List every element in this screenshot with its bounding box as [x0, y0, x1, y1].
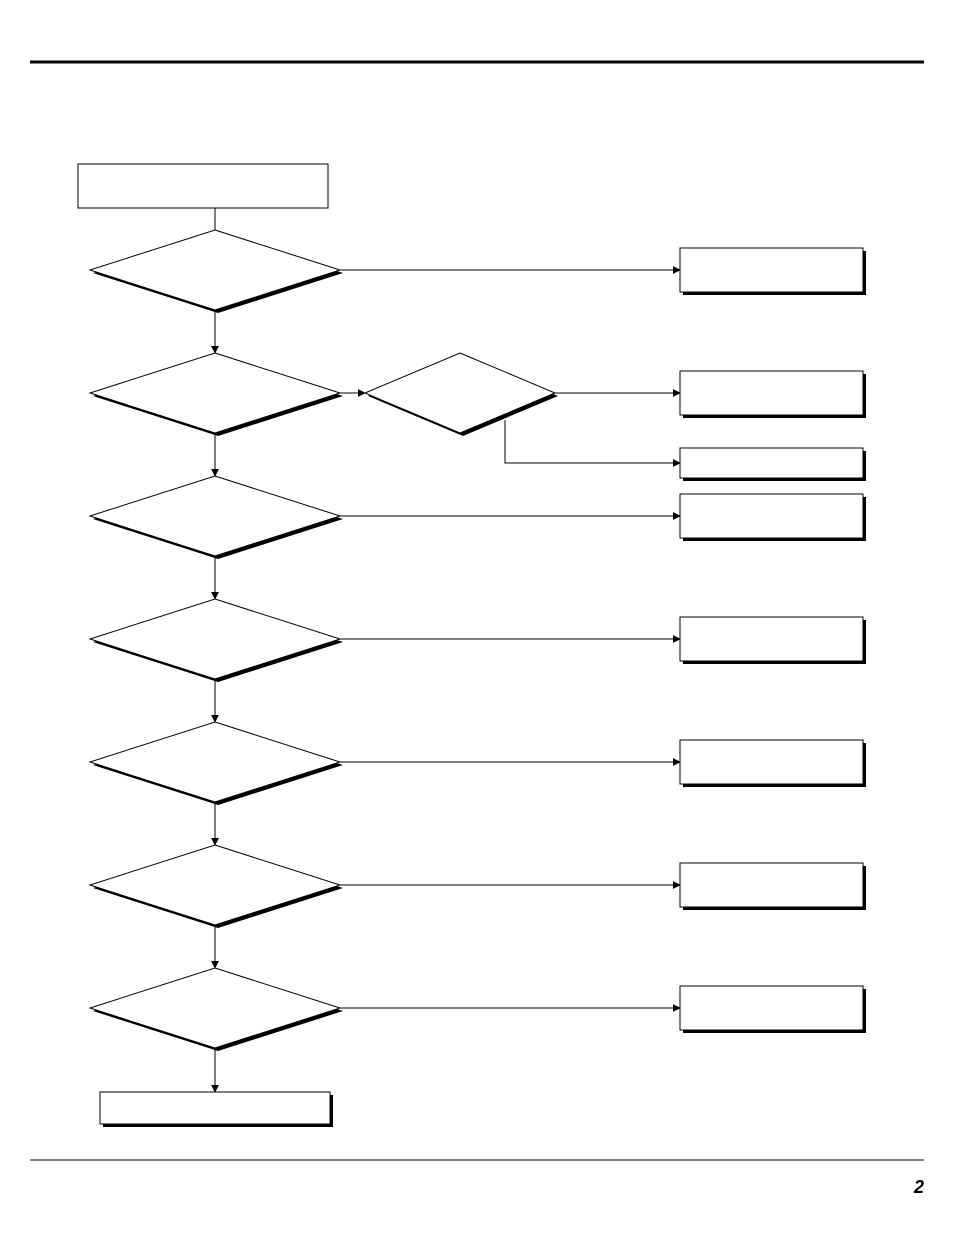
page-number: 2: [914, 1177, 924, 1198]
flowchart-svg: [0, 0, 954, 1243]
page-container: 2: [0, 0, 954, 1243]
